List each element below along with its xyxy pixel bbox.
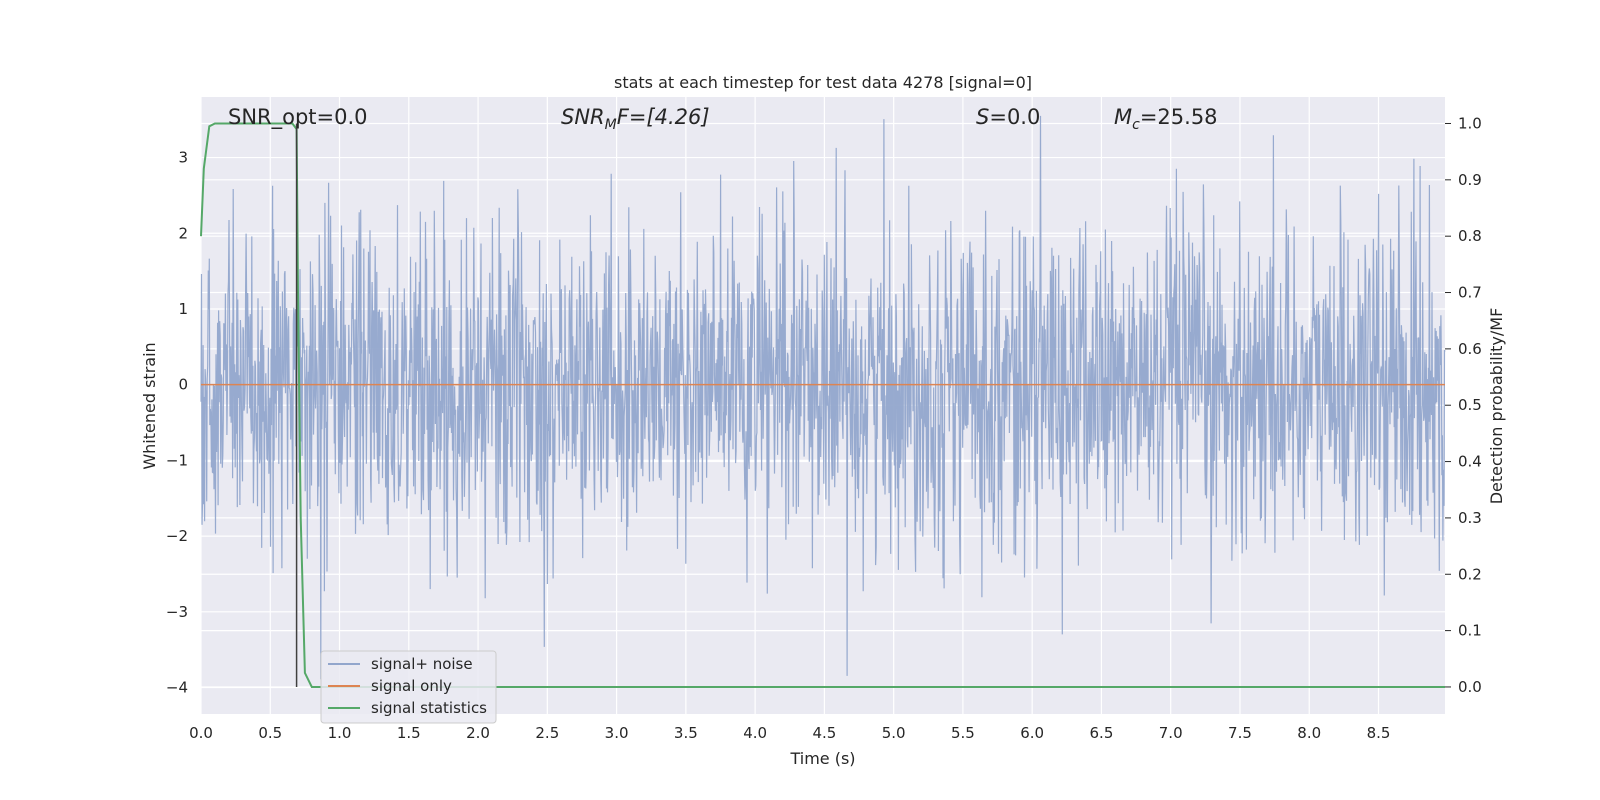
- annotation-snr-mf-subscript: M: [605, 117, 617, 133]
- x-tick-label: 8.5: [1367, 724, 1391, 742]
- x-tick-label: 3.5: [674, 724, 698, 742]
- y-right-tick-label: 1.0: [1458, 114, 1482, 132]
- x-tick-label: 1.5: [397, 724, 421, 742]
- annotation-s-symbol: S: [976, 105, 989, 129]
- y-left-tick-label: 3: [178, 149, 188, 167]
- x-tick-label: 6.5: [1090, 724, 1114, 742]
- x-tick-label: 8.0: [1297, 724, 1321, 742]
- y-right-tick-label: 0.2: [1458, 565, 1482, 583]
- legend-label-signal-statistics: signal statistics: [371, 699, 487, 717]
- y-left-tick-label: −2: [166, 527, 188, 545]
- y-right-tick-label: 0.3: [1458, 509, 1482, 527]
- y-right-axis-label: Detection probability/MF: [1487, 308, 1506, 505]
- signal-noise-line: [200, 115, 1446, 680]
- annotation-s-value: =0.0: [989, 105, 1040, 129]
- x-tick-label: 1.0: [328, 724, 352, 742]
- x-axis-label: Time (s): [789, 749, 855, 768]
- annotation-snr-mf: SNRMF=[4.26]: [561, 105, 710, 133]
- x-tick-label: 0.5: [258, 724, 282, 742]
- x-tick-label: 0.0: [189, 724, 213, 742]
- annotation-mc-subscript: c: [1132, 117, 1140, 133]
- x-tick-label: 7.5: [1228, 724, 1252, 742]
- annotation-snr-mf-symbol: SNR: [561, 105, 605, 129]
- annotation-mc-value: =25.58: [1140, 105, 1218, 129]
- y-left-axis-label: Whitened strain: [140, 342, 159, 469]
- y-right-tick-label: 0.1: [1458, 622, 1482, 640]
- legend: signal+ noise signal only signal statist…: [320, 650, 497, 724]
- x-tick-label: 2.5: [535, 724, 559, 742]
- signal-noise-series: [200, 115, 1446, 680]
- y-right-tick-label: 0.6: [1458, 340, 1482, 358]
- x-tick-label: 7.0: [1159, 724, 1183, 742]
- y-right-tick-label: 0.5: [1458, 396, 1482, 414]
- x-tick-label: 3.0: [605, 724, 629, 742]
- annotation-snr-opt: SNR_opt=0.0: [228, 105, 368, 130]
- y-left-tick-label: −4: [166, 679, 188, 697]
- y-right-tick-label: 0.4: [1458, 453, 1482, 471]
- y-left-tick-label: 2: [178, 224, 188, 242]
- x-tick-label: 2.0: [466, 724, 490, 742]
- y-right-tick-labels: 1.0 0.9 0.8 0.7 0.6 0.5 0.4 0.3 0.2 0.1 0.0: [1445, 114, 1482, 696]
- annotation-snr-mf-value: F=[4.26]: [617, 105, 710, 129]
- chart-title: stats at each timestep for test data 427…: [614, 73, 1032, 92]
- y-left-tick-label: 0: [178, 376, 188, 394]
- x-tick-label: 6.0: [1020, 724, 1044, 742]
- y-left-tick-label: −3: [166, 603, 188, 621]
- legend-label-signal-noise: signal+ noise: [371, 655, 473, 673]
- y-left-tick-label: −1: [166, 451, 188, 469]
- x-tick-label: 4.0: [743, 724, 767, 742]
- y-right-tick-label: 0.8: [1458, 227, 1482, 245]
- x-tick-label: 4.5: [812, 724, 836, 742]
- annotation-s: S=0.0: [976, 105, 1040, 129]
- annotation-mc-symbol: M: [1114, 105, 1132, 129]
- x-tick-label: 5.0: [882, 724, 906, 742]
- x-tick-label: 5.5: [951, 724, 975, 742]
- y-right-tick-label: 0.9: [1458, 171, 1482, 189]
- legend-label-signal-only: signal only: [371, 677, 452, 695]
- y-right-tick-label: 0.7: [1458, 284, 1482, 302]
- annotation-mc: Mc=25.58: [1114, 105, 1218, 133]
- signal-statistics-line: [200, 122, 1445, 688]
- y-right-tick-label: 0.0: [1458, 678, 1482, 696]
- legend-box: [320, 650, 497, 724]
- y-left-tick-label: 1: [178, 300, 188, 318]
- y-left-tick-labels: 3 2 1 0 −1 −2 −3 −4: [166, 149, 188, 697]
- x-tick-labels: 0.0 0.5 1.0 1.5 2.0 2.5 3.0 3.5 4.0 4.5 5.0 5.5 6.0 6…: [189, 724, 1390, 742]
